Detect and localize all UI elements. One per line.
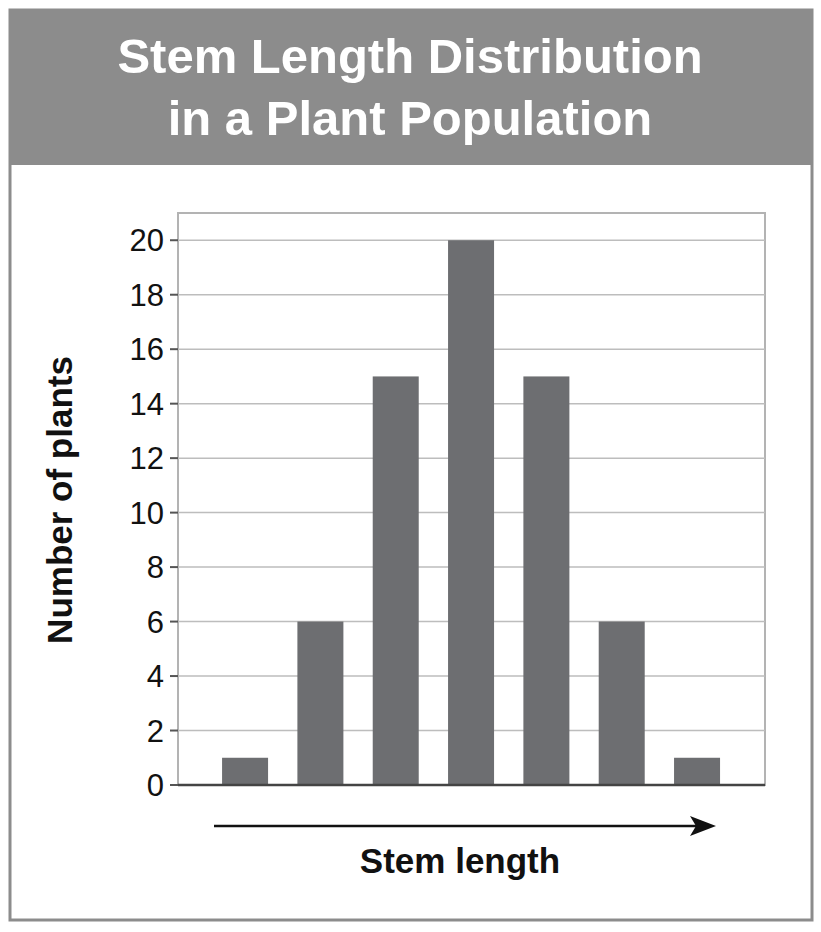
plot-frame: [178, 213, 765, 785]
bars: [222, 240, 720, 785]
y-tick-label: 8: [147, 550, 164, 585]
arrow-head: [690, 816, 716, 836]
bar: [599, 622, 645, 785]
y-tick-label: 4: [147, 659, 164, 694]
header-band: [10, 10, 812, 165]
tick-mark: [170, 512, 178, 514]
y-tick-label: 16: [130, 332, 164, 367]
tick-mark: [170, 621, 178, 623]
y-tick-label: 10: [130, 496, 164, 531]
y-tick-label: 20: [130, 223, 164, 258]
tick-mark: [170, 730, 178, 732]
title: Stem Length Distribution in a Plant Popul…: [117, 29, 702, 145]
bar: [448, 240, 494, 785]
tick-mark: [170, 675, 178, 677]
chart: Stem Length Distribution in a Plant Popul…: [0, 0, 821, 932]
title-line: in a Plant Population: [168, 91, 653, 145]
tick-mark: [170, 348, 178, 350]
tick-mark: [170, 457, 178, 459]
y-tick-label: 6: [147, 605, 164, 640]
x-axis-line: [178, 784, 765, 787]
bar: [222, 758, 268, 785]
y-tick-label: 2: [147, 714, 164, 749]
x-axis-arrow: [214, 825, 700, 828]
y-tick-label: 18: [130, 278, 164, 313]
title-line: Stem Length Distribution: [117, 29, 702, 83]
y-axis-label: Number of plants: [40, 356, 79, 644]
tick-mark: [170, 784, 178, 786]
tick-mark: [170, 403, 178, 405]
y-tick-label: 14: [130, 387, 164, 422]
tick-mark: [170, 566, 178, 568]
y-tick-label: 0: [147, 768, 164, 803]
bar: [674, 758, 720, 785]
tick-mark: [170, 294, 178, 296]
tick-mark: [170, 239, 178, 241]
grid-line: [178, 784, 765, 786]
outer-frame: [10, 10, 812, 920]
y-tick-label: 12: [130, 441, 164, 476]
bar: [373, 376, 419, 785]
bar: [297, 622, 343, 785]
bar: [523, 376, 569, 785]
x-axis-label: Stem length: [360, 841, 560, 880]
